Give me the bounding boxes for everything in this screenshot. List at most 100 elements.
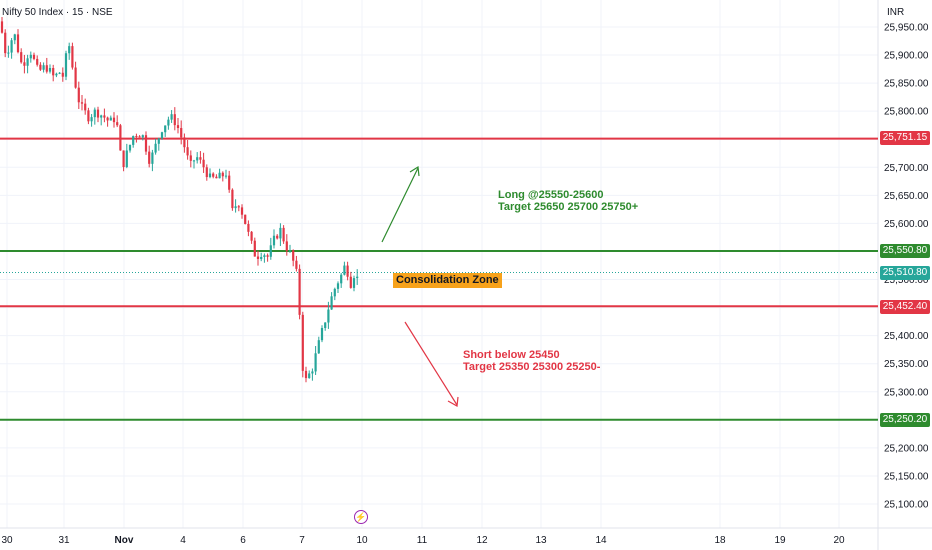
candle-body [32,54,36,59]
y-tick-label: 25,800.00 [884,107,929,118]
long-entry-text: Long @25550-25600 [498,189,604,201]
x-tick-label: 10 [356,535,368,546]
candle-body [176,125,180,129]
long-arrow[interactable] [381,165,420,243]
candle-body [288,250,292,252]
candle-body [292,250,295,261]
candle-body [132,135,135,145]
candle-body [157,138,160,144]
y-tick-label: 25,100.00 [884,500,929,511]
price-tag-last-price: 25,510.80 [880,266,930,280]
candle-body [237,206,240,208]
candle-body [148,151,151,164]
candle-body [304,370,308,379]
candle-body [112,117,116,123]
y-tick-label: 25,200.00 [884,443,929,454]
candle-body [103,115,106,118]
y-tick-label: 25,850.00 [884,79,929,90]
candle-body [199,157,202,160]
x-tick-label: 30 [1,535,13,546]
candle-body [125,150,128,168]
candle-body [192,160,196,162]
lightning-icon[interactable]: ⚡ [354,510,368,524]
price-tag-support-upper: 25,452.40 [880,300,930,314]
candle-body [215,176,218,179]
candle-body [29,54,32,59]
candle-body [144,135,148,152]
candle-body [208,173,212,178]
long-setup-annotation[interactable]: Long @25550-25600 Target 25650 25700 257… [498,189,638,213]
x-tick-label: 13 [535,535,547,546]
candle-body [116,122,119,126]
candle-body [189,155,192,161]
candle-body [314,353,317,372]
price-tag-resistance-top: 25,751.15 [880,131,930,145]
candle-body [42,65,45,70]
candle-body [260,256,263,259]
candle-body [84,103,87,111]
candle-body [276,235,279,239]
candle-body [122,150,125,168]
candle-body [327,309,330,323]
y-tick-label: 25,400.00 [884,331,929,342]
candle-body [64,53,68,77]
y-tick-label: 25,150.00 [884,471,929,482]
candle-body [26,58,29,66]
candle-body [55,73,58,76]
candle-body [71,46,74,68]
candle-body [263,255,266,257]
candle-body [343,265,346,275]
x-tick-label: 12 [476,535,488,546]
candle-body [61,72,64,77]
candle-body [77,87,80,103]
long-target-text: Target 25650 25700 25750+ [498,201,639,213]
candle-body [221,172,224,177]
candle-body [285,241,288,251]
candle-body [36,58,39,65]
candle-body [340,274,343,284]
candle-body [317,340,320,354]
x-tick-label: 7 [299,535,305,546]
time-axis[interactable]: 30 31 Nov 4 6 7 10 11 12 13 14 18 19 20 [1,535,845,546]
candle-body [320,327,324,341]
candle-body [68,46,71,54]
candle-body [106,117,109,121]
price-tag-resistance-upper: 25,550.80 [880,244,930,258]
candle-body [96,109,100,118]
candle-body [279,227,282,239]
candle-body [196,157,199,161]
candle-body [128,144,132,151]
candle-body [212,173,215,177]
x-tick-label: 6 [240,535,246,546]
x-tick-label: 11 [417,535,428,546]
short-entry-text: Short below 25450 [463,349,560,361]
candle-body [58,72,61,74]
candle-body [256,256,260,259]
candle-body [272,235,276,246]
candle-body [250,231,253,241]
candle-body [74,67,77,88]
candle-body [0,21,4,33]
short-arrow[interactable] [404,321,459,407]
candle-body [87,110,90,122]
candle-body [295,260,298,269]
y-tick-label: 25,350.00 [884,359,929,370]
candle-body [324,322,327,328]
x-tick-label: 18 [714,535,726,546]
candle-body [333,288,336,297]
x-tick-label: Nov [115,535,134,546]
candle-body [170,114,173,120]
consolidation-zone-label[interactable]: Consolidation Zone [393,273,502,288]
candle-body [282,227,285,242]
candle-body [10,40,13,53]
x-tick-label: 31 [58,535,70,546]
currency-label[interactable]: INR [887,7,905,18]
y-tick-label: 25,300.00 [884,387,929,398]
short-setup-annotation[interactable]: Short below 25450 Target 25350 25300 252… [463,349,600,373]
candle-body [218,172,221,179]
symbol-title[interactable]: Nifty 50 Index · 15 · NSE [2,7,113,18]
candle-body [349,276,352,288]
candle-body [330,296,333,310]
candle-body [224,175,228,177]
